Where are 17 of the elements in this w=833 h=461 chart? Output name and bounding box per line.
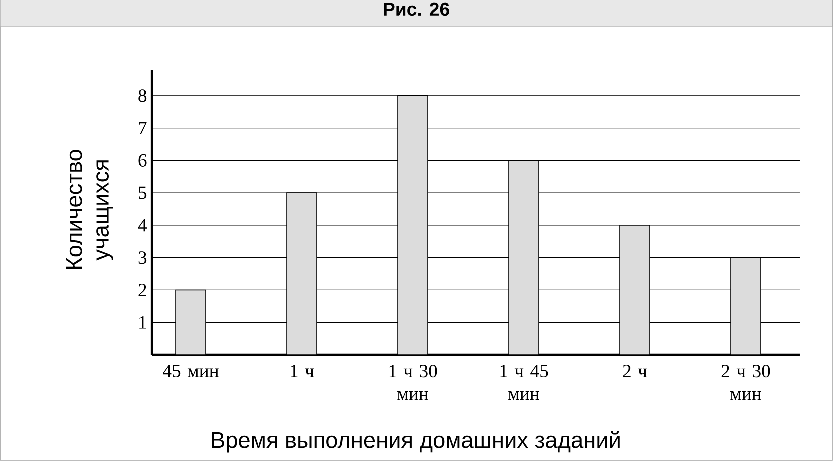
x-tick-label: 1 ч 30 мин: [390, 365, 438, 400]
y-tick-label: 2: [138, 284, 146, 296]
chart-title: Рис. 26: [384, 2, 450, 16]
y-tick-label: 3: [138, 252, 147, 264]
y-tick-label: 4: [138, 219, 148, 232]
y-tick-label: 5: [139, 186, 147, 200]
x-tick-label: 2 ч 30 мин: [722, 365, 770, 400]
y-tick-label: 1: [140, 316, 146, 329]
y-tick-label: 6: [138, 154, 147, 167]
y-axis-title: Количество учащихся: [66, 150, 114, 269]
x-tick-label: 1 ч: [291, 365, 314, 378]
y-tick-label: 8: [138, 90, 147, 102]
x-axis-title: Время выполнения домашних заданий: [212, 431, 620, 453]
x-tick-label: 45 мин: [163, 365, 219, 378]
x-tick-label: 2 ч: [623, 365, 648, 378]
x-tick-label: 1 ч 45 мин: [500, 365, 548, 400]
y-tick-label: 7: [139, 122, 147, 134]
